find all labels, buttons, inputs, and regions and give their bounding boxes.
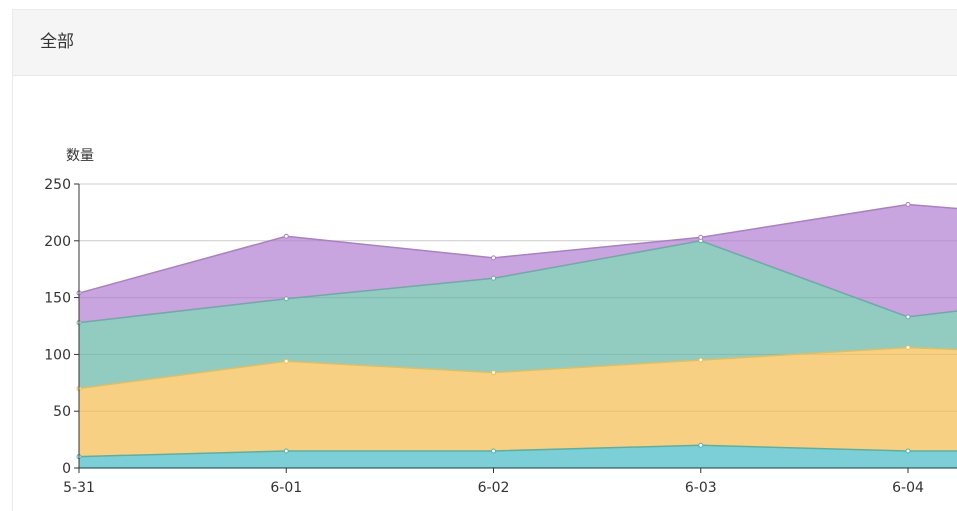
- series-0-point-3: [698, 442, 704, 448]
- series-3-point-1: [283, 233, 289, 239]
- series-2-area: [79, 240, 957, 389]
- series-0-line: [78, 444, 957, 458]
- series-2-point-1: [283, 296, 289, 302]
- x-tick-label-6-04: 6-04: [892, 480, 924, 496]
- x-tick-label-6-02: 6-02: [478, 480, 510, 496]
- series-0-point-2: [491, 448, 496, 454]
- series-1-line: [78, 346, 957, 390]
- panel-header: 全部: [13, 10, 957, 76]
- series-1-point-1: [283, 358, 289, 364]
- y-axis-label: 数量: [66, 148, 94, 164]
- y-tick-label-50: 50: [53, 404, 71, 420]
- series-1-point-4: [905, 345, 911, 351]
- series-0-point-4: [905, 448, 911, 454]
- y-tick-label-100: 100: [44, 347, 71, 363]
- x-tick-label-5-31: 5-31: [63, 480, 95, 496]
- series-2-point-4: [905, 314, 911, 320]
- y-tick-label-0: 0: [62, 461, 71, 477]
- y-tick-label-200: 200: [44, 234, 71, 250]
- series-1-point-3: [698, 357, 704, 363]
- series-1-area: [79, 347, 957, 457]
- series-3-area: [79, 204, 957, 323]
- series-3-point-4: [905, 201, 911, 207]
- x-tick-label-6-01: 6-01: [270, 480, 302, 496]
- series-3-point-3: [698, 234, 704, 240]
- series-3-point-2: [491, 255, 496, 261]
- series-2-line: [78, 240, 957, 324]
- y-tick-label-250: 250: [44, 177, 71, 193]
- series-1-point-2: [491, 370, 496, 376]
- panel-title: 全部: [40, 32, 74, 52]
- series-3-line: [78, 203, 957, 294]
- y-tick-label-150: 150: [44, 291, 71, 307]
- x-tick-label-6-03: 6-03: [685, 480, 717, 496]
- series-2-point-2: [491, 275, 496, 281]
- series-0-point-1: [283, 448, 289, 454]
